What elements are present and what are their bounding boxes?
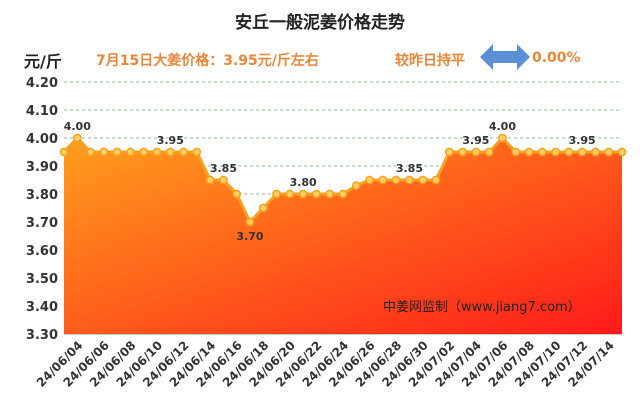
data-point [604, 147, 614, 157]
data-point [59, 147, 69, 157]
data-point [564, 147, 574, 157]
data-point [378, 175, 388, 185]
data-point [72, 133, 82, 143]
data-point [537, 147, 547, 157]
data-point [312, 189, 321, 199]
y-tick-label: 3.30 [26, 328, 58, 343]
data-point [139, 147, 149, 157]
data-point [405, 175, 414, 185]
data-point [431, 175, 441, 185]
data-point [577, 147, 587, 157]
y-tick-label: 3.60 [26, 244, 58, 259]
y-tick-label: 3.70 [26, 216, 58, 231]
double-arrow-icon [480, 44, 530, 70]
compare-label: 较昨日持平 [395, 53, 465, 69]
data-label: 4.00 [64, 120, 91, 133]
data-point [86, 147, 95, 157]
data-point [351, 181, 361, 190]
data-point [498, 133, 507, 143]
data-label: 3.70 [236, 230, 263, 243]
data-point [99, 147, 109, 157]
y-tick-label: 4.20 [26, 76, 58, 91]
data-point [524, 147, 534, 157]
today-price-text: 7月15日大姜价格：3.95元/斤左右 [96, 53, 319, 69]
data-label: 3.85 [396, 162, 423, 175]
y-tick-label: 4.10 [26, 104, 58, 119]
data-point [165, 147, 175, 157]
data-point [285, 189, 295, 199]
watermark-annotation: 中姜网监制（www.jiang7.com） [383, 300, 581, 315]
data-point [458, 147, 467, 157]
data-label: 3.85 [210, 162, 237, 175]
chart-title: 安丘一般泥姜价格走势 [235, 13, 405, 33]
data-label: 3.95 [569, 134, 596, 147]
data-point [338, 189, 348, 199]
y-tick-label: 3.80 [26, 188, 58, 203]
data-point [444, 147, 454, 157]
data-point [232, 189, 242, 199]
data-point [219, 175, 228, 185]
data-point [192, 147, 202, 157]
data-point [511, 147, 521, 157]
data-point [112, 147, 122, 157]
data-point [365, 175, 374, 185]
change-percent: 0.00% [532, 50, 581, 66]
data-point [484, 147, 494, 157]
data-label: 3.95 [462, 134, 489, 147]
data-point [617, 147, 627, 157]
data-point [258, 203, 268, 213]
data-point [272, 189, 281, 199]
data-label: 4.00 [489, 120, 516, 133]
price-area-fill [64, 138, 622, 334]
y-tick-label: 4.00 [26, 132, 58, 147]
data-point [591, 147, 600, 157]
data-point [298, 189, 308, 199]
data-point [471, 147, 481, 157]
data-point [391, 175, 401, 185]
data-point [152, 147, 162, 157]
y-tick-label: 3.50 [26, 272, 58, 287]
y-tick-label: 3.90 [26, 160, 58, 175]
data-label: 3.80 [290, 176, 317, 189]
data-point [205, 175, 215, 185]
data-label: 3.95 [157, 134, 184, 147]
data-point [551, 147, 560, 157]
data-point [126, 147, 135, 157]
data-point [179, 147, 188, 157]
data-point [325, 189, 335, 199]
data-point [245, 217, 255, 227]
data-point [418, 175, 428, 185]
y-axis-unit: 元/斤 [24, 52, 62, 71]
y-tick-label: 3.40 [26, 300, 58, 315]
